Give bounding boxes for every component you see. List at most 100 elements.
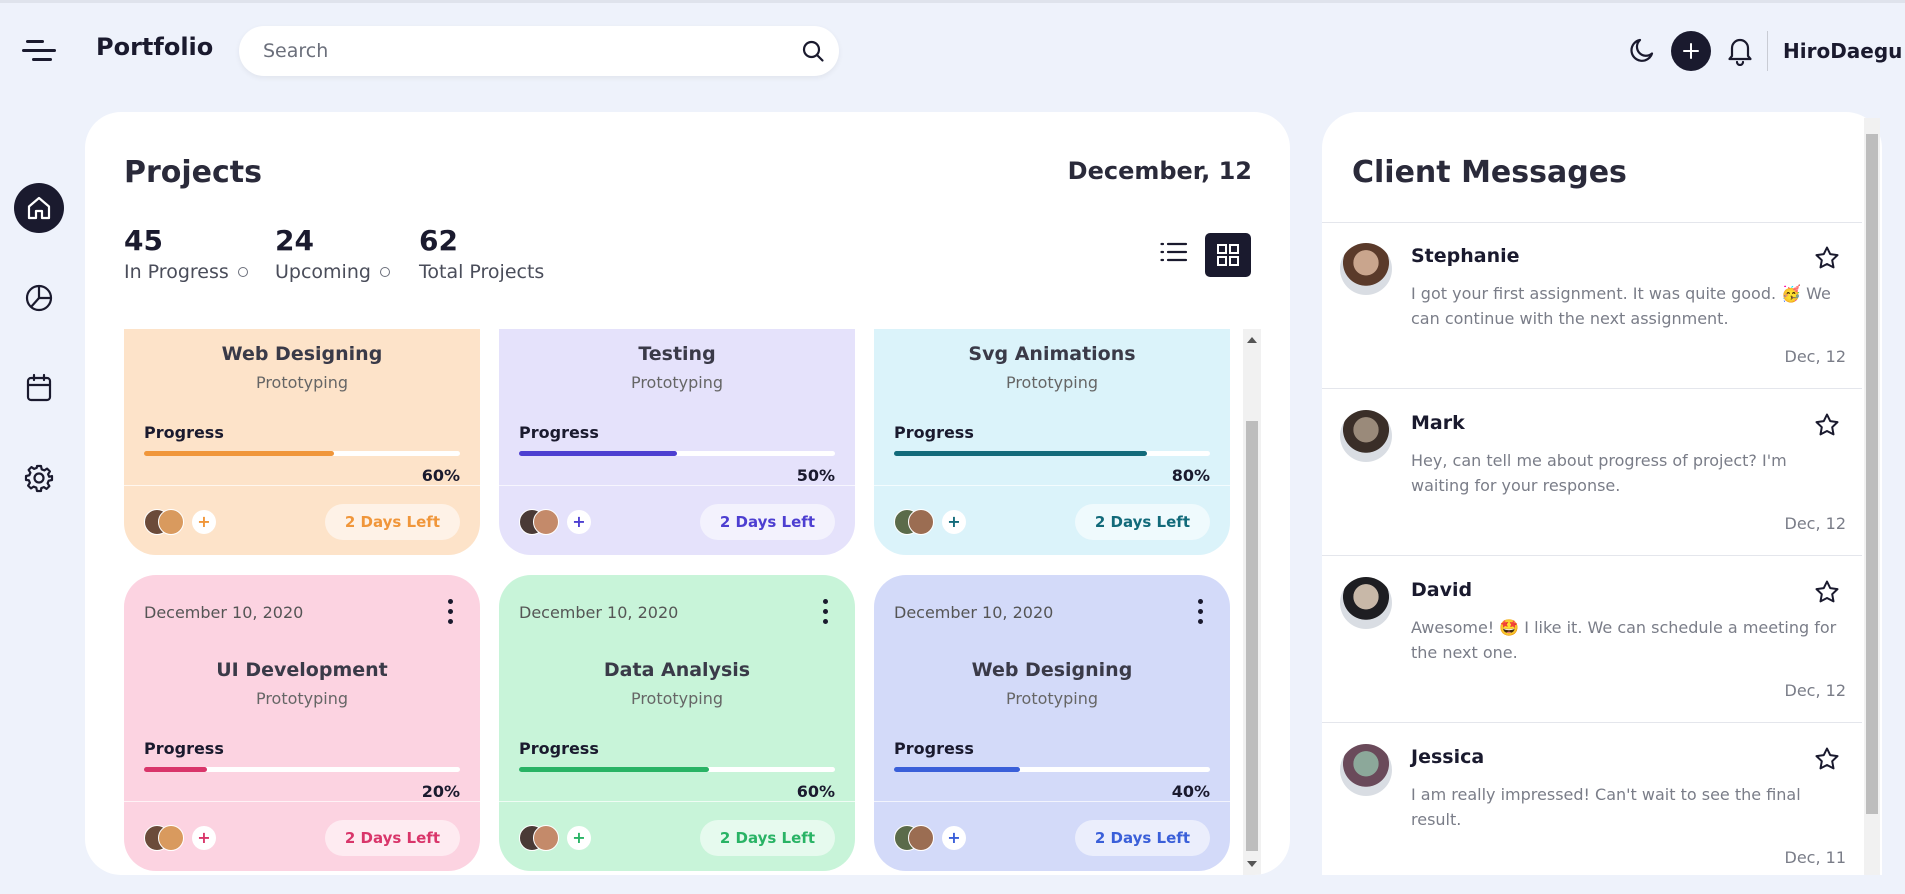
message-date: Dec, 11	[1784, 848, 1847, 867]
progress-percent: 80%	[1171, 466, 1210, 485]
brand-title: Portfolio	[96, 33, 214, 61]
progress-fill	[894, 451, 1147, 456]
add-member-button[interactable]: +	[567, 510, 591, 534]
member-avatars	[894, 825, 938, 851]
avatar	[1340, 577, 1392, 629]
stat-label: In Progress	[124, 261, 229, 283]
days-left-badge[interactable]: 2 Days Left	[324, 504, 460, 540]
add-member-button[interactable]: +	[192, 826, 216, 850]
home-icon	[27, 196, 51, 220]
message-date: Dec, 12	[1784, 681, 1847, 700]
star-icon[interactable]	[1814, 579, 1840, 605]
progress-bar	[144, 451, 460, 456]
add-member-button[interactable]: +	[567, 826, 591, 850]
message-date: Dec, 12	[1784, 514, 1847, 533]
progress-percent: 60%	[796, 782, 835, 801]
projects-title: Projects	[124, 155, 263, 190]
card-subtitle: Prototyping	[255, 373, 349, 392]
project-card[interactable]: Testing Prototyping Progress 50% +2 Days Lef…	[499, 329, 855, 555]
nav-reports[interactable]	[14, 273, 64, 323]
avatar	[908, 509, 934, 535]
user-name[interactable]: HiroDaegu	[1783, 39, 1903, 63]
days-left-badge[interactable]: 2 Days Left	[1074, 504, 1210, 540]
progress-percent: 40%	[1171, 782, 1210, 801]
project-card[interactable]: Web Designing Prototyping Progress 60% +2 Da…	[124, 329, 480, 555]
add-member-button[interactable]: +	[192, 510, 216, 534]
avatar	[1340, 243, 1392, 295]
project-card[interactable]: December 10, 2020 Web Designing Prototypin…	[874, 575, 1230, 871]
member-avatars	[144, 509, 188, 535]
message-text: I am really impressed! Can't wait to see…	[1411, 785, 1801, 829]
calendar-icon	[26, 373, 52, 402]
member-avatars	[519, 825, 563, 851]
projects-date: December, 12	[1067, 157, 1252, 185]
card-date: December 10, 2020	[144, 603, 304, 622]
add-member-button[interactable]: +	[942, 826, 966, 850]
star-icon[interactable]	[1814, 245, 1840, 271]
progress-bar	[519, 451, 835, 456]
star-icon[interactable]	[1814, 746, 1840, 772]
more-options-icon[interactable]	[442, 597, 458, 627]
projects-scrollbar[interactable]	[1243, 329, 1261, 875]
moon-icon[interactable]	[1628, 35, 1658, 65]
days-left-badge[interactable]: 2 Days Left	[1074, 820, 1210, 856]
add-member-button[interactable]: +	[942, 510, 966, 534]
progress-label: Progress	[519, 739, 599, 758]
menu-icon[interactable]	[22, 37, 58, 65]
bell-icon[interactable]	[1725, 34, 1755, 66]
days-left-badge[interactable]: 2 Days Left	[699, 504, 835, 540]
card-subtitle: Prototyping	[630, 689, 724, 708]
progress-fill	[144, 451, 334, 456]
add-button[interactable]	[1671, 31, 1711, 71]
avatar	[1340, 744, 1392, 796]
project-card[interactable]: December 10, 2020 UI Development Prototypi…	[124, 575, 480, 871]
projects-grid: Web Designing Prototyping Progress 60% +2 Da…	[124, 329, 1249, 875]
divider	[499, 801, 855, 802]
member-avatars	[894, 509, 938, 535]
scrollbar-thumb[interactable]	[1246, 421, 1258, 851]
card-title: UI Development	[216, 659, 388, 681]
project-card[interactable]: Svg Animations Prototyping Progress 80% +2 D…	[874, 329, 1230, 555]
stat-label: Upcoming	[275, 261, 371, 283]
progress-bar	[894, 767, 1210, 772]
message-sender: Jessica	[1411, 746, 1485, 768]
days-left-badge[interactable]: 2 Days Left	[324, 820, 460, 856]
progress-fill	[144, 767, 208, 772]
status-dot-icon	[237, 267, 248, 277]
search-input[interactable]	[263, 26, 783, 76]
more-options-icon[interactable]	[817, 597, 833, 627]
search-icon[interactable]	[801, 39, 825, 63]
star-icon[interactable]	[1814, 412, 1840, 438]
progress-fill	[894, 767, 1021, 772]
avatar	[1340, 410, 1392, 462]
days-left-badge[interactable]: 2 Days Left	[699, 820, 835, 856]
project-card[interactable]: December 10, 2020 Data Analysis Prototypin…	[499, 575, 855, 871]
avatar	[533, 509, 559, 535]
pie-chart-icon	[25, 284, 53, 312]
progress-percent: 60%	[421, 466, 460, 485]
divider	[499, 485, 855, 486]
message-item[interactable]: Stephanie I got your first assignment. It…	[1322, 223, 1862, 389]
card-subtitle: Prototyping	[255, 689, 349, 708]
messages-scrollbar[interactable]	[1864, 118, 1880, 875]
member-avatars	[144, 825, 188, 851]
progress-percent: 50%	[796, 466, 835, 485]
stat-label: Total Projects	[419, 261, 545, 283]
message-item[interactable]: David Awesome! 🤩 I like it. We can schedu…	[1322, 557, 1862, 723]
progress-percent: 20%	[421, 782, 460, 801]
message-item[interactable]: Jessica I am really impressed! Can't wait…	[1322, 724, 1862, 875]
list-view-button[interactable]	[1154, 232, 1194, 272]
message-item[interactable]: Mark Hey, can tell me about progress of p…	[1322, 390, 1862, 556]
divider	[874, 801, 1230, 802]
grid-view-button[interactable]	[1205, 233, 1251, 277]
more-options-icon[interactable]	[1192, 597, 1208, 627]
scrollbar-thumb[interactable]	[1866, 134, 1878, 814]
stat-value: 62	[419, 224, 458, 257]
card-subtitle: Prototyping	[1005, 689, 1099, 708]
progress-fill	[519, 767, 709, 772]
nav-calendar[interactable]	[14, 363, 64, 413]
divider	[124, 801, 480, 802]
nav-settings[interactable]	[14, 453, 64, 503]
nav-home[interactable]	[14, 183, 64, 233]
message-sender: Mark	[1411, 412, 1465, 434]
